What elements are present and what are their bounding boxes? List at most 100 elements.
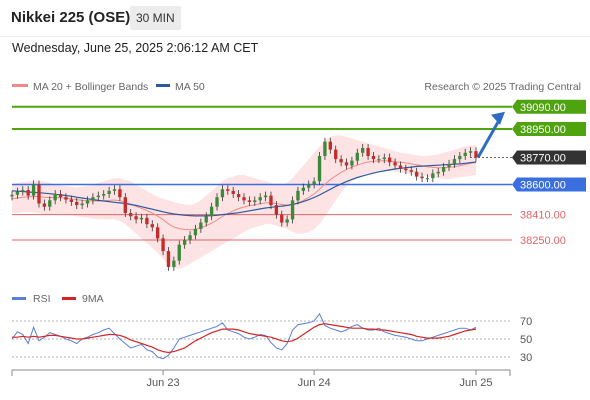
candle-body-71 bbox=[393, 162, 397, 166]
level-label-1: 38950.00 bbox=[520, 124, 566, 136]
candle-35 bbox=[199, 218, 203, 233]
candle-51 bbox=[285, 215, 289, 227]
candle-62 bbox=[344, 158, 349, 170]
candle-1 bbox=[15, 187, 20, 199]
candle-77 bbox=[425, 174, 430, 183]
candle-body-75 bbox=[414, 171, 419, 177]
level-tag-1: 38950.00 bbox=[512, 122, 586, 136]
candle-45 bbox=[253, 196, 257, 206]
level-tag-bg-2 bbox=[512, 150, 586, 165]
candle-0 bbox=[10, 190, 14, 201]
candle-44 bbox=[247, 196, 252, 206]
candle-34 bbox=[193, 224, 198, 240]
candle-body-28 bbox=[161, 238, 165, 252]
candle-72 bbox=[398, 161, 403, 173]
level-tag-2: 38770.00 bbox=[512, 150, 586, 165]
candle-body-23 bbox=[134, 216, 138, 220]
candle-body-1 bbox=[15, 191, 20, 195]
forecast-arrow-line bbox=[476, 116, 503, 159]
candle-49 bbox=[274, 201, 279, 219]
candle-body-9 bbox=[58, 194, 63, 198]
legend-rsi: RSI bbox=[33, 293, 51, 305]
candle-body-14 bbox=[85, 200, 90, 204]
candle-65 bbox=[361, 144, 365, 157]
ma9-line bbox=[12, 323, 477, 354]
candle-4 bbox=[31, 180, 36, 200]
candle-body-3 bbox=[26, 190, 30, 196]
candle-body-5 bbox=[37, 184, 41, 204]
candle-36 bbox=[204, 212, 208, 227]
candle-33 bbox=[188, 231, 192, 244]
rsi-level-label-0: 70 bbox=[520, 316, 532, 328]
candle-body-13 bbox=[80, 203, 84, 206]
candle-body-18 bbox=[107, 190, 111, 195]
candle-body-32 bbox=[182, 240, 187, 245]
candle-body-6 bbox=[42, 203, 47, 207]
candle-body-52 bbox=[290, 200, 295, 220]
legend-ma9: 9MA bbox=[82, 293, 104, 305]
candle-body-27 bbox=[156, 227, 160, 239]
candle-21 bbox=[123, 193, 127, 218]
candle-body-20 bbox=[118, 189, 122, 198]
candle-2 bbox=[21, 186, 25, 196]
candle-body-50 bbox=[280, 214, 284, 223]
candle-40 bbox=[226, 185, 230, 195]
candle-body-72 bbox=[398, 165, 403, 169]
candle-body-82 bbox=[452, 159, 457, 164]
level-tag-bg-0 bbox=[512, 99, 586, 114]
candle-body-22 bbox=[129, 213, 133, 217]
candle-64 bbox=[355, 148, 359, 165]
candle-81 bbox=[447, 159, 451, 172]
candle-body-69 bbox=[382, 157, 386, 160]
rsi-level-label-2: 30 bbox=[520, 352, 532, 364]
candle-body-38 bbox=[215, 197, 219, 207]
header-divider bbox=[0, 36, 590, 37]
level-tag-bg-1 bbox=[512, 122, 586, 136]
candle-13 bbox=[80, 199, 84, 210]
candle-75 bbox=[414, 167, 419, 181]
ma20-line bbox=[11, 160, 477, 231]
candle-60 bbox=[334, 145, 338, 164]
x-tick-label-2: Jun 25 bbox=[459, 377, 492, 389]
legend-ma50: MA 50 bbox=[175, 81, 205, 93]
level-tag-0: 39090.00 bbox=[512, 99, 586, 114]
candle-body-44 bbox=[247, 200, 252, 202]
candle-body-63 bbox=[350, 160, 354, 166]
candle-body-34 bbox=[193, 228, 198, 236]
candle-body-53 bbox=[296, 190, 300, 201]
level-label-4: 38410.00 bbox=[520, 210, 566, 222]
candle-body-21 bbox=[123, 197, 127, 214]
candle-body-73 bbox=[404, 168, 408, 171]
candle-39 bbox=[220, 185, 225, 202]
x-tick-label-0: Jun 23 bbox=[147, 377, 180, 389]
candle-67 bbox=[371, 151, 376, 164]
candle-body-86 bbox=[474, 151, 478, 158]
legend-ma50-swatch bbox=[156, 84, 170, 87]
candle-5 bbox=[37, 180, 41, 208]
candle-12 bbox=[75, 197, 79, 210]
candle-body-10 bbox=[64, 197, 68, 200]
candle-37 bbox=[209, 202, 214, 221]
level-tag-5: 38250.00 bbox=[520, 235, 566, 247]
candle-body-60 bbox=[334, 149, 338, 160]
candle-9 bbox=[58, 190, 63, 202]
candle-body-16 bbox=[96, 195, 100, 198]
timeframe-button[interactable]: 30 MIN bbox=[130, 6, 181, 30]
candle-body-36 bbox=[204, 216, 208, 223]
candle-body-46 bbox=[258, 197, 262, 201]
candle-69 bbox=[382, 153, 386, 164]
candle-16 bbox=[96, 191, 100, 202]
candle-body-15 bbox=[91, 197, 95, 201]
candle-body-40 bbox=[226, 189, 230, 191]
candle-body-30 bbox=[172, 260, 176, 267]
candle-body-70 bbox=[388, 157, 392, 163]
candle-body-0 bbox=[10, 194, 14, 197]
candle-38 bbox=[215, 193, 219, 211]
candle-53 bbox=[296, 186, 300, 205]
candle-43 bbox=[242, 193, 246, 205]
candle-27 bbox=[156, 223, 160, 243]
legend-copyright: Research © 2025 Trading Central bbox=[424, 81, 581, 93]
candle-71 bbox=[393, 158, 397, 170]
candle-body-59 bbox=[328, 141, 332, 150]
